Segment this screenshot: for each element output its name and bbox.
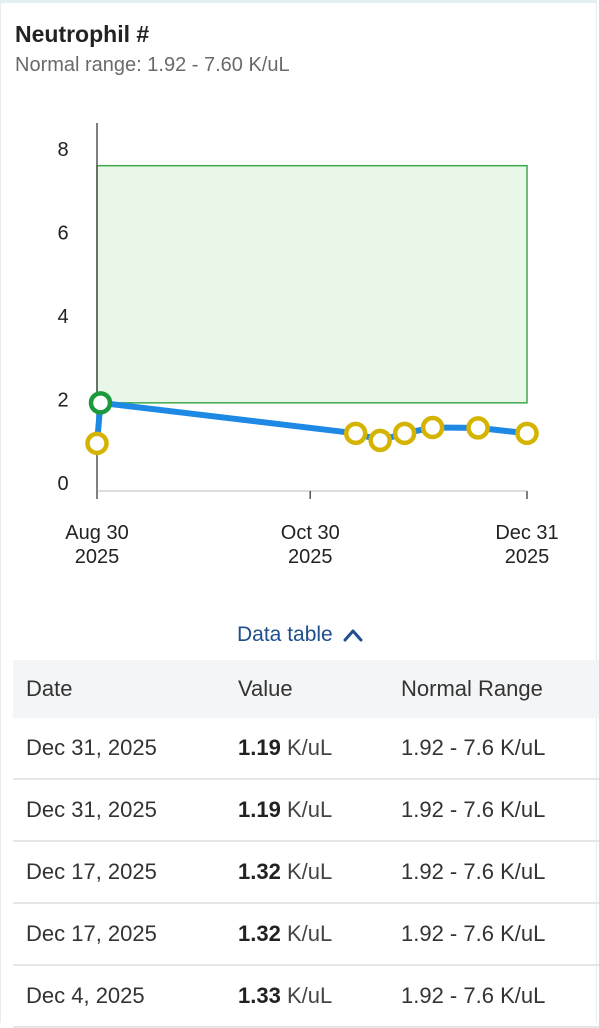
- cell-value: 1.32 K/uL: [225, 841, 388, 904]
- cell-value: 1.19 K/uL: [225, 718, 388, 780]
- x-tick-label-year: 2025: [505, 546, 550, 568]
- x-tick-label: Aug 30: [65, 522, 128, 544]
- cell-date: Dec 17, 2025: [13, 841, 225, 904]
- column-header-normal-range: Normal Range: [401, 676, 543, 701]
- data-point-normal: [88, 391, 113, 415]
- y-tick-label: 8: [57, 139, 68, 161]
- cell-value: 1.19 K/uL: [225, 779, 388, 842]
- value-unit: K/uL: [286, 921, 333, 946]
- table-header-row: Date Value Normal Range: [13, 660, 599, 718]
- cell-normal-range: 1.92 - 7.6 K/uL: [388, 903, 599, 966]
- table-row: Dec 17, 2025 1.32 K/uL 1.92 - 7.6 K/uL: [13, 903, 599, 966]
- cell-value: 1.32 K/uL: [225, 903, 388, 966]
- data-point-low: [392, 421, 417, 446]
- x-tick-label: Dec 31: [495, 522, 558, 544]
- value-unit: K/uL: [286, 797, 333, 822]
- column-header-date: Date: [26, 676, 73, 701]
- chevron-up-icon: [343, 629, 363, 642]
- table-row: Dec 31, 2025 1.19 K/uL 1.92 - 7.6 K/uL: [13, 718, 599, 780]
- value-number: 1.19: [238, 735, 281, 760]
- value-number: 1.32: [238, 859, 281, 884]
- x-tick-label-year: 2025: [75, 546, 120, 568]
- data-point-low: [420, 415, 445, 440]
- series-line: [94, 399, 530, 447]
- data-table-toggle[interactable]: Data table: [237, 623, 363, 647]
- data-point-low: [368, 428, 392, 453]
- data-point-low: [85, 431, 109, 456]
- x-tick-label: Oct 30: [281, 522, 340, 544]
- value-unit: K/uL: [286, 859, 333, 884]
- cell-date: Dec 4, 2025: [13, 965, 225, 1028]
- table-row: Dec 4, 2025 1.33 K/uL 1.92 - 7.6 K/uL: [13, 965, 599, 1028]
- normal-range-subtitle: Normal range: 1.92 - 7.60 K/uL: [15, 54, 290, 76]
- table-row: Dec 31, 2025 1.19 K/uL 1.92 - 7.6 K/uL: [13, 779, 599, 842]
- cell-normal-range: 1.92 - 7.6 K/uL: [388, 779, 599, 842]
- cell-date: Dec 31, 2025: [13, 718, 225, 780]
- value-unit: K/uL: [286, 983, 333, 1008]
- data-point-low: [466, 416, 490, 440]
- cell-normal-range: 1.92 - 7.6 K/uL: [388, 718, 599, 780]
- column-header-value: Value: [238, 676, 293, 701]
- x-tick-label-year: 2025: [288, 546, 333, 568]
- table-row: Dec 17, 2025 1.32 K/uL 1.92 - 7.6 K/uL: [13, 841, 599, 904]
- normal-range-band: [96, 164, 528, 404]
- value-number: 1.19: [238, 797, 281, 822]
- y-tick-label: 6: [57, 223, 68, 245]
- value-number: 1.32: [238, 921, 281, 946]
- cell-value: 1.33 K/uL: [225, 965, 388, 1028]
- y-tick-label: 4: [57, 306, 68, 328]
- cell-date: Dec 31, 2025: [13, 779, 225, 842]
- data-table: Date Value Normal Range Dec 31, 2025 1.1…: [13, 660, 599, 1028]
- data-point-low: [515, 421, 539, 446]
- y-tick-label: 2: [57, 390, 68, 412]
- y-tick-label: 0: [57, 473, 68, 495]
- data-point-low: [343, 421, 368, 446]
- value-unit: K/uL: [286, 735, 333, 760]
- page-title: Neutrophil #: [15, 21, 150, 47]
- cell-normal-range: 1.92 - 7.6 K/uL: [388, 841, 599, 904]
- value-number: 1.33: [238, 983, 281, 1008]
- cell-date: Dec 17, 2025: [13, 903, 225, 966]
- data-table-toggle-label: Data table: [237, 623, 333, 646]
- cell-normal-range: 1.92 - 7.6 K/uL: [388, 965, 599, 1028]
